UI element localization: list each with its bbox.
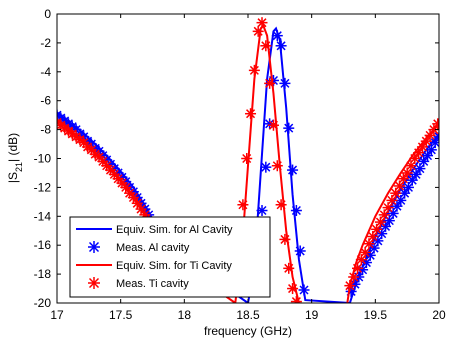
y-tick-label: 0 xyxy=(44,7,51,21)
data-point-marker xyxy=(363,238,375,250)
data-point-marker xyxy=(279,233,291,245)
data-point-marker xyxy=(394,180,406,192)
legend: Equiv. Sim. for Al Cavity Meas. Al cavit… xyxy=(69,216,271,298)
x-tick-label: 19 xyxy=(305,308,319,322)
data-point-marker xyxy=(420,135,432,147)
y-axis-label-post: | (dB) xyxy=(6,133,20,162)
data-point-marker xyxy=(298,284,310,296)
legend-box xyxy=(69,216,271,298)
data-point-marker xyxy=(275,40,287,52)
x-axis-label: frequency (GHz) xyxy=(204,324,292,338)
data-point-marker xyxy=(290,296,302,303)
data-point-marker xyxy=(237,199,249,211)
data-point-marker xyxy=(402,181,414,193)
data-point-marker xyxy=(135,203,147,215)
data-point-marker xyxy=(241,153,253,164)
x-tick-label: 18.5 xyxy=(236,308,260,322)
data-point-marker xyxy=(256,205,268,217)
data-point-marker xyxy=(429,137,439,149)
data-point-marker xyxy=(256,17,268,29)
data-point-marker xyxy=(413,147,425,159)
data-point-marker xyxy=(131,197,143,209)
data-point-marker xyxy=(348,271,360,283)
x-tick-label: 17.5 xyxy=(109,308,133,322)
data-point-marker xyxy=(271,30,283,42)
data-point-marker xyxy=(424,129,436,141)
data-point-marker xyxy=(260,161,272,173)
data-point-marker xyxy=(409,153,421,164)
legend-label-meas-al: Meas. Al cavity xyxy=(116,242,190,254)
y-tick-label: -4 xyxy=(40,65,51,79)
x-tick-label: 17 xyxy=(50,308,64,322)
data-point-marker xyxy=(252,25,264,37)
y-axis-label-subscript: 21 xyxy=(14,162,24,172)
data-point-marker xyxy=(287,164,299,176)
y-axis-label-pre: |S xyxy=(6,172,20,183)
data-point-marker xyxy=(401,167,413,179)
data-point-marker xyxy=(418,155,430,167)
x-tick-label: 19.5 xyxy=(364,308,388,322)
data-point-marker xyxy=(416,141,428,153)
data-point-marker xyxy=(395,194,407,206)
legend-label-meas-ti: Meas. Ti cavity xyxy=(116,278,189,290)
data-point-marker xyxy=(386,194,398,206)
data-point-marker xyxy=(283,122,295,134)
data-point-marker xyxy=(287,283,299,295)
data-point-marker xyxy=(422,150,434,162)
x-tick-label: 18 xyxy=(178,308,192,322)
data-point-marker xyxy=(120,181,132,193)
y-tick-label: -10 xyxy=(34,152,52,166)
data-point-marker xyxy=(275,199,287,211)
legend-label-sim-ti: Equiv. Sim. for Ti Cavity xyxy=(116,260,232,272)
x-tick-label: 20 xyxy=(432,308,446,322)
data-point-marker xyxy=(352,262,364,274)
data-point-marker xyxy=(397,173,409,185)
data-point-marker xyxy=(410,168,422,180)
data-point-marker xyxy=(283,262,295,274)
y-tick-label: -8 xyxy=(40,123,51,137)
data-point-marker xyxy=(264,77,276,89)
data-point-marker xyxy=(290,205,302,217)
y-tick-label: -14 xyxy=(34,209,52,223)
ticks-layer: 17 17.5 18 18.5 19 19.5 20 0 -2 -4 -6 -8 -10 -12 -14 -1… xyxy=(34,7,446,322)
data-point-marker xyxy=(406,174,418,186)
y-tick-label: -16 xyxy=(34,238,52,252)
legend-swatch-meas-al xyxy=(88,241,100,253)
legend-label-sim-al: Equiv. Sim. for Al Cavity xyxy=(116,224,233,236)
y-tick-label: -6 xyxy=(40,94,51,108)
data-point-marker xyxy=(267,119,279,131)
data-point-marker xyxy=(248,64,260,76)
data-point-marker xyxy=(271,160,283,172)
data-point-marker xyxy=(260,40,272,52)
legend-swatch-meas-ti xyxy=(88,277,100,289)
y-tick-label: -18 xyxy=(34,267,52,281)
y-tick-label: -20 xyxy=(34,296,52,310)
data-point-marker xyxy=(433,131,439,143)
data-point-marker xyxy=(279,77,291,89)
data-point-marker xyxy=(294,245,306,257)
data-point-marker xyxy=(359,246,371,258)
y-tick-label: -12 xyxy=(34,180,52,194)
data-point-marker xyxy=(405,160,417,172)
data-point-marker xyxy=(127,192,139,204)
y-tick-label: -2 xyxy=(40,36,51,50)
data-point-marker xyxy=(245,108,257,120)
data-point-marker xyxy=(344,280,356,292)
y-axis-label: |S21| (dB) xyxy=(6,133,24,183)
data-point-marker xyxy=(432,118,439,130)
